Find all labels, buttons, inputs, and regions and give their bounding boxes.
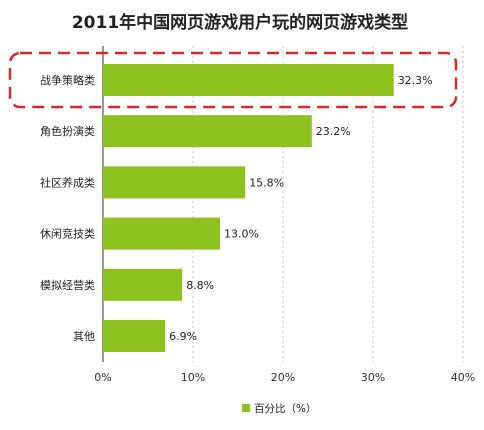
category-label: 模拟经营类 bbox=[40, 278, 95, 292]
bar bbox=[103, 217, 220, 250]
category-label: 角色扮演类 bbox=[40, 124, 95, 138]
grid bbox=[102, 46, 464, 362]
legend: 百分比（%） bbox=[242, 402, 316, 415]
x-tick-label: 20% bbox=[271, 371, 295, 384]
x-tick-label: 40% bbox=[451, 371, 475, 384]
x-tick-label: 10% bbox=[181, 371, 205, 384]
chart-title: 2011年中国网页游戏用户玩的网页游戏类型 bbox=[72, 12, 408, 33]
category-label: 休闲竞技类 bbox=[40, 227, 95, 241]
x-tick-labels: 0% 10% 20% 30% 40% bbox=[94, 371, 475, 384]
highlight-box bbox=[8, 51, 458, 109]
bar bbox=[103, 268, 183, 301]
data-label: 23.2% bbox=[316, 125, 351, 138]
category-label: 社区养成类 bbox=[40, 175, 95, 189]
data-labels: 32.3% 23.2% 15.8% 13.0% 8.8% 6.9% bbox=[169, 74, 433, 343]
data-label: 32.3% bbox=[398, 74, 433, 87]
bar bbox=[103, 320, 166, 352]
bar bbox=[103, 64, 394, 96]
category-label: 战争策略类 bbox=[40, 73, 95, 87]
legend-label: 百分比（%） bbox=[254, 402, 316, 415]
data-label: 6.9% bbox=[169, 330, 197, 343]
x-tick-label: 30% bbox=[361, 371, 385, 384]
data-label: 8.8% bbox=[186, 279, 214, 292]
bar bbox=[103, 115, 312, 148]
data-label: 15.8% bbox=[249, 176, 284, 189]
x-tick-label: 0% bbox=[94, 371, 111, 384]
bar bbox=[103, 166, 246, 199]
category-label: 其他 bbox=[73, 330, 95, 343]
bars bbox=[103, 64, 394, 352]
legend-swatch bbox=[242, 404, 250, 412]
data-label: 13.0% bbox=[224, 228, 259, 241]
